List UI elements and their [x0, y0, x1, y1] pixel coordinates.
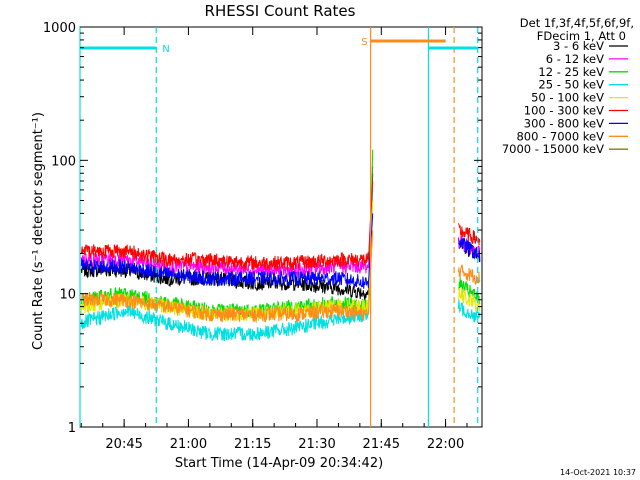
legend-header-line-1: Det 1f,3f,4f,5f,6f,9f, — [520, 16, 634, 30]
legend-header-line-2: FDecim 1, Att 0 — [537, 29, 626, 43]
series-line-0 — [80, 173, 481, 301]
y-tick-label-1: 10 — [59, 288, 76, 303]
legend-label-8: 7000 - 15000 keV — [502, 142, 604, 156]
y-tick-label-3: 1000 — [43, 21, 76, 36]
legend-label-5: 100 - 300 keV — [524, 104, 604, 118]
attenuator-label-0: N — [162, 44, 169, 55]
series-line-6 — [80, 213, 481, 289]
legend-label-4: 50 - 100 keV — [531, 91, 604, 105]
x-tick-label-1: 21:00 — [170, 437, 207, 452]
x-tick-label-5: 22:00 — [427, 437, 464, 452]
series-layer — [80, 149, 481, 342]
x-tick-label-2: 21:15 — [234, 437, 271, 452]
x-tick-label-0: 20:45 — [105, 437, 142, 452]
series-line-7 — [80, 230, 481, 324]
legend-label-7: 800 - 7000 keV — [516, 129, 604, 143]
series-line-5 — [80, 180, 481, 271]
x-tick-label-4: 21:45 — [363, 437, 400, 452]
y-ticks: 1 10 100 1000 — [43, 21, 482, 436]
legend-label-3: 25 - 50 keV — [538, 78, 604, 92]
plot-timestamp: 14-Oct-2021 10:37 — [560, 468, 636, 477]
x-ticks: 20:45 21:00 21:15 21:30 21:45 22:00 — [80, 27, 468, 452]
chart-title: RHESSI Count Rates — [205, 2, 356, 20]
legend-label-1: 6 - 12 keV — [546, 52, 604, 66]
y-tick-label-0: 1 — [68, 421, 76, 436]
y-axis-label: Count Rate (s⁻¹ detector segment⁻¹) — [31, 112, 46, 350]
series-line-2 — [80, 149, 481, 320]
y-tick-label-2: 100 — [51, 154, 76, 169]
legend-label-2: 12 - 25 keV — [538, 65, 604, 79]
legend: Det 1f,3f,4f,5f,6f,9f, FDecim 1, Att 0 3… — [502, 16, 634, 156]
x-tick-label-3: 21:30 — [298, 437, 335, 452]
legend-label-0: 3 - 6 keV — [553, 39, 604, 53]
attenuator-label-1: S — [361, 37, 367, 48]
marker-layer: NS — [79, 27, 479, 427]
x-axis-label: Start Time (14-Apr-09 20:34:42) — [175, 456, 383, 471]
plot-area: NS 20:45 21:00 21:15 21:30 21:45 22:00 110100… — [43, 21, 483, 452]
legend-label-6: 300 - 800 keV — [524, 116, 604, 130]
plot-frame — [79, 26, 483, 428]
